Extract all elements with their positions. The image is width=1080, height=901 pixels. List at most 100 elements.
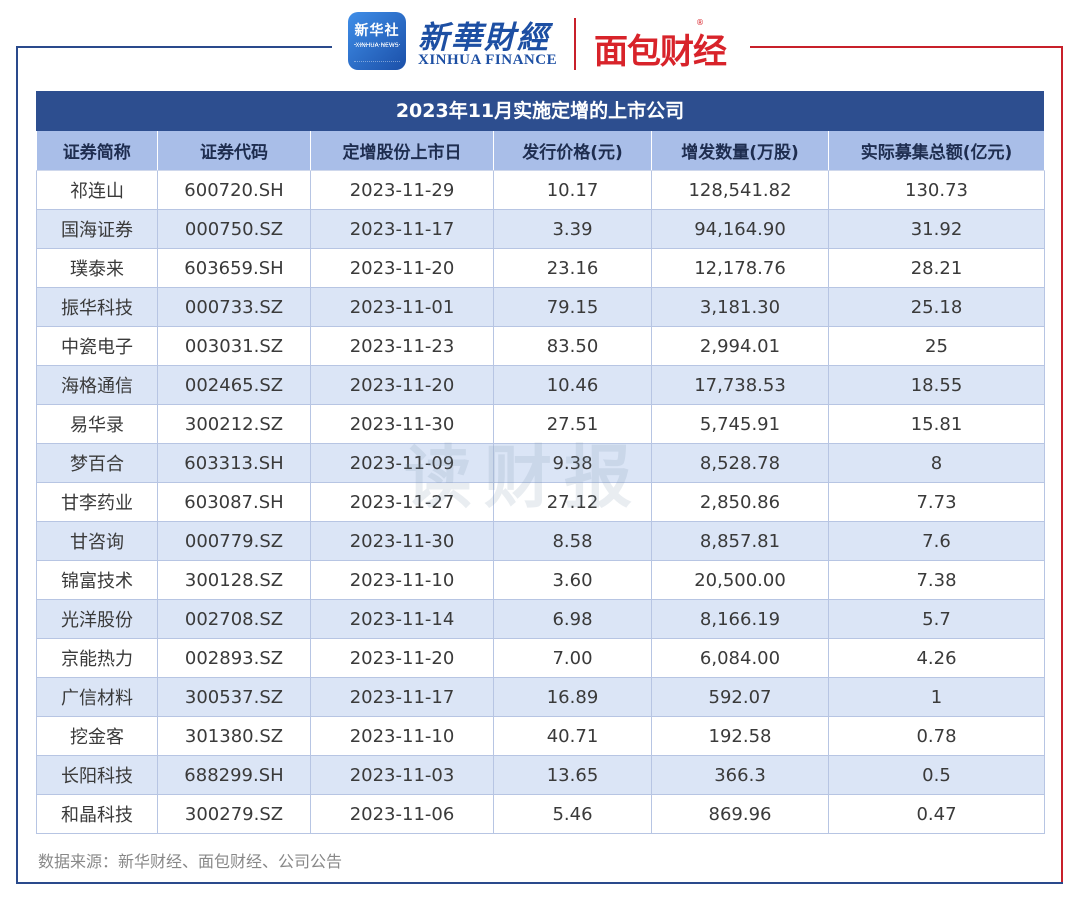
cell-code: 300279.SZ: [157, 794, 311, 834]
cell-listing-date: 2023-11-20: [310, 365, 494, 405]
table-row: 祁连山 600720.SH 2023-11-29 10.17 128,541.82 130…: [36, 170, 1045, 210]
cell-issue-quantity: 128,541.82: [651, 170, 829, 210]
cell-name: 甘咨询: [36, 521, 158, 561]
cell-code: 603313.SH: [157, 443, 311, 483]
table-row: 光洋股份 002708.SZ 2023-11-14 6.98 8,166.19 5.7: [36, 599, 1045, 639]
cell-name: 和晶科技: [36, 794, 158, 834]
xinhua-news-logo: 新华社 XINHUA NEWS: [348, 12, 406, 70]
cell-total-raised: 31.92: [828, 209, 1045, 249]
cell-issue-price: 5.46: [493, 794, 652, 834]
cell-issue-price: 8.58: [493, 521, 652, 561]
cell-issue-price: 10.17: [493, 170, 652, 210]
xinhua-finance-logo-cn: 新華財經: [418, 20, 550, 56]
mianbao-finance-logo: 面包财经: [594, 32, 727, 72]
cell-total-raised: 7.38: [828, 560, 1045, 600]
xinhua-badge-text: 新华社: [354, 23, 400, 39]
cell-total-raised: 25.18: [828, 287, 1045, 327]
xinhua-finance-logo-en: XINHUA FINANCE: [418, 52, 558, 68]
cell-total-raised: 18.55: [828, 365, 1045, 405]
cell-issue-quantity: 3,181.30: [651, 287, 829, 327]
cell-listing-date: 2023-11-17: [310, 677, 494, 717]
cell-issue-quantity: 8,166.19: [651, 599, 829, 639]
cell-issue-price: 3.60: [493, 560, 652, 600]
cell-code: 000750.SZ: [157, 209, 311, 249]
placement-table-container: 2023年11月实施定增的上市公司 证券简称 证券代码 定增股份上市日 发行价格…: [36, 91, 1045, 834]
cell-listing-date: 2023-11-30: [310, 404, 494, 444]
col-header-listing-date: 定增股份上市日: [310, 131, 494, 171]
cell-issue-quantity: 17,738.53: [651, 365, 829, 405]
cell-name: 国海证券: [36, 209, 158, 249]
cell-issue-price: 23.16: [493, 248, 652, 288]
table-row: 国海证券 000750.SZ 2023-11-17 3.39 94,164.90 31.9…: [36, 209, 1045, 249]
cell-listing-date: 2023-11-09: [310, 443, 494, 483]
cell-listing-date: 2023-11-20: [310, 248, 494, 288]
table-row: 广信材料 300537.SZ 2023-11-17 16.89 592.07 1: [36, 677, 1045, 717]
cell-code: 300537.SZ: [157, 677, 311, 717]
cell-issue-quantity: 869.96: [651, 794, 829, 834]
cell-issue-quantity: 2,994.01: [651, 326, 829, 366]
cell-total-raised: 0.47: [828, 794, 1045, 834]
cell-code: 000733.SZ: [157, 287, 311, 327]
cell-issue-price: 40.71: [493, 716, 652, 756]
table-row: 璞泰来 603659.SH 2023-11-20 23.16 12,178.76 28.2…: [36, 248, 1045, 288]
cell-listing-date: 2023-11-30: [310, 521, 494, 561]
cell-total-raised: 15.81: [828, 404, 1045, 444]
table-row: 甘咨询 000779.SZ 2023-11-30 8.58 8,857.81 7.6: [36, 521, 1045, 561]
table-title: 2023年11月实施定增的上市公司: [36, 91, 1044, 131]
cell-code: 688299.SH: [157, 755, 311, 795]
cell-issue-quantity: 366.3: [651, 755, 829, 795]
cell-issue-quantity: 592.07: [651, 677, 829, 717]
registered-mark: ®: [696, 18, 704, 27]
cell-code: 600720.SH: [157, 170, 311, 210]
table-row: 甘李药业 603087.SH 2023-11-27 27.12 2,850.86 7.73: [36, 482, 1045, 522]
cell-name: 中瓷电子: [36, 326, 158, 366]
cell-total-raised: 7.73: [828, 482, 1045, 522]
cell-name: 锦富技术: [36, 560, 158, 600]
cell-code: 300212.SZ: [157, 404, 311, 444]
xinhua-badge-en: XINHUA NEWS: [355, 42, 399, 49]
logo-divider: [574, 18, 576, 70]
cell-issue-price: 27.12: [493, 482, 652, 522]
table-row: 易华录 300212.SZ 2023-11-30 27.51 5,745.91 15.81: [36, 404, 1045, 444]
cell-code: 002893.SZ: [157, 638, 311, 678]
cell-code: 300128.SZ: [157, 560, 311, 600]
cell-total-raised: 0.78: [828, 716, 1045, 756]
col-header-issue-quantity: 增发数量(万股): [651, 131, 829, 171]
cell-total-raised: 130.73: [828, 170, 1045, 210]
cell-listing-date: 2023-11-23: [310, 326, 494, 366]
col-header-total-raised: 实际募集总额(亿元): [828, 131, 1045, 171]
col-header-issue-price: 发行价格(元): [493, 131, 652, 171]
cell-issue-quantity: 192.58: [651, 716, 829, 756]
cell-issue-price: 16.89: [493, 677, 652, 717]
cell-code: 002708.SZ: [157, 599, 311, 639]
cell-issue-price: 9.38: [493, 443, 652, 483]
cell-total-raised: 5.7: [828, 599, 1045, 639]
cell-code: 002465.SZ: [157, 365, 311, 405]
table-row: 振华科技 000733.SZ 2023-11-01 79.15 3,181.30 25.1…: [36, 287, 1045, 327]
data-source-note: 数据来源：新华财经、面包财经、公司公告: [38, 852, 343, 871]
cell-listing-date: 2023-11-01: [310, 287, 494, 327]
cell-name: 甘李药业: [36, 482, 158, 522]
cell-issue-price: 13.65: [493, 755, 652, 795]
outer-frame: [16, 46, 1063, 884]
table-row: 和晶科技 300279.SZ 2023-11-06 5.46 869.96 0.47: [36, 794, 1045, 834]
cell-issue-quantity: 6,084.00: [651, 638, 829, 678]
cell-listing-date: 2023-11-20: [310, 638, 494, 678]
table-row: 锦富技术 300128.SZ 2023-11-10 3.60 20,500.00 7.38: [36, 560, 1045, 600]
cell-name: 光洋股份: [36, 599, 158, 639]
cell-issue-price: 7.00: [493, 638, 652, 678]
cell-issue-quantity: 94,164.90: [651, 209, 829, 249]
col-header-name: 证券简称: [36, 131, 158, 171]
placement-table: 证券简称 证券代码 定增股份上市日 发行价格(元) 增发数量(万股) 实际募集总…: [36, 131, 1045, 834]
cell-total-raised: 0.5: [828, 755, 1045, 795]
cell-name: 易华录: [36, 404, 158, 444]
cell-issue-quantity: 5,745.91: [651, 404, 829, 444]
table-row: 京能热力 002893.SZ 2023-11-20 7.00 6,084.00 4.26: [36, 638, 1045, 678]
cell-issue-price: 79.15: [493, 287, 652, 327]
cell-issue-price: 3.39: [493, 209, 652, 249]
table-body: 祁连山 600720.SH 2023-11-29 10.17 128,541.82 130…: [36, 170, 1045, 834]
cell-code: 603087.SH: [157, 482, 311, 522]
cell-name: 广信材料: [36, 677, 158, 717]
cell-issue-quantity: 2,850.86: [651, 482, 829, 522]
cell-issue-quantity: 8,857.81: [651, 521, 829, 561]
